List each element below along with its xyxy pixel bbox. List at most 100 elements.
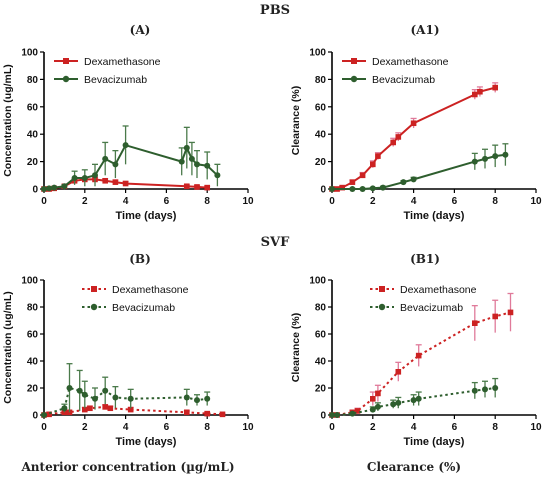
panel-b-series-bevacizumab-point [194, 397, 200, 404]
panel-a-x-tick-label: 0 [41, 196, 47, 207]
caption-anterior-concentration: Anterior concentration (µg/mL) [21, 460, 235, 474]
panel-b-x-axis-label: Time (days) [116, 436, 177, 448]
panel-b-x-tick-label: 4 [123, 422, 129, 433]
panel-a-series-bevacizumab-point [178, 158, 185, 165]
panel-b-series-dexamethasone-point [219, 411, 226, 418]
panel-b1-x-tick-label: 2 [370, 422, 376, 433]
panel-a1-x-tick-label: 6 [452, 196, 458, 207]
panel-a1-series-bevacizumab-line [332, 153, 506, 190]
panel-b-x-tick-label: 10 [242, 422, 254, 433]
panel-b1-y-tick-label: 60 [315, 330, 327, 341]
panel-b-series-dexamethasone-point [46, 411, 52, 418]
panel-b-series-bevacizumab-point [81, 391, 88, 398]
panel-a-series-bevacizumab-point [102, 155, 109, 162]
panel-a-y-tick-label: 60 [27, 102, 39, 113]
chart-panel-a: (A) 0 20 40 60 80 100 0 2 4 6 8 10 Time (days) Concent… [2, 23, 254, 222]
panel-a1-series-dexamethasone-point [472, 91, 478, 98]
panel-b-y-tick-label: 20 [27, 384, 39, 395]
panel-a1-series-dexamethasone-point [339, 184, 345, 191]
panel-b-y-tick-label: 60 [27, 330, 39, 341]
panel-a-series-dexamethasone-legend-label: Dexamethasone [84, 56, 161, 68]
panel-b-series-bevacizumab-point [127, 395, 134, 402]
panel-a-series-dexamethasone-point [204, 184, 210, 191]
panel-b-series-bevacizumab-line [43, 386, 208, 416]
panel-b-series-dexamethasone-point [82, 406, 88, 413]
panel-a1-series-bevacizumab-point [410, 176, 417, 183]
panel-a1-x-tick-label: 4 [411, 196, 417, 207]
panel-a1-y-axis-label: Clearance (%) [290, 86, 302, 155]
panel-a-series-bevacizumab-point [81, 175, 88, 182]
panel-a1-series-dexamethasone-point [375, 153, 381, 159]
panel-b-series-bevacizumab-point [61, 405, 68, 412]
panel-a1-series-bevacizumab-point [492, 153, 499, 160]
panel-b-series-bevacizumab-point [183, 394, 190, 401]
panel-b-series-bevacizumab-point [66, 385, 73, 391]
panel-b1-y-tick-label: 20 [315, 384, 327, 395]
panel-b1-y-tick-label: 0 [320, 411, 326, 422]
panel-a-series-dexamethasone-point [122, 180, 129, 187]
panel-a1-series-bevacizumab-point [369, 185, 376, 192]
panel-a1-x-tick-label: 0 [329, 196, 335, 207]
panel-b1-series-bevacizumab-point [395, 399, 402, 406]
panel-b1-y-tick-label: 40 [315, 357, 327, 368]
panel-b-series-bevacizumab-legend-marker [90, 303, 98, 311]
panel-b-series-dexamethasone-legend-label: Dexamethasone [112, 284, 189, 296]
chart-panel-b1: (B1) 0 20 40 60 80 100 0 2 4 6 8 10 Time (days) Cleara… [290, 252, 542, 448]
section-title-svf: SVF [261, 235, 290, 250]
panel-a1-y-tick-label: 60 [315, 102, 327, 113]
panel-a1-y-tick-label: 100 [309, 48, 326, 59]
panel-a-series-bevacizumab-point [194, 161, 200, 168]
panel-b-y-tick-label: 100 [21, 276, 38, 287]
panel-a-series-dexamethasone-point [184, 183, 190, 190]
panel-b1-series-bevacizumab-point [329, 412, 335, 418]
panel-a1-x-tick-label: 8 [492, 196, 498, 207]
panel-a1-series-dexamethasone-point [370, 161, 376, 168]
panel-a-series-dexamethasone-point [194, 184, 200, 190]
panel-b1-x-tick-label: 4 [411, 422, 417, 433]
panel-a-series-bevacizumab-point [71, 175, 78, 182]
panel-b1-x-tick-label: 8 [492, 422, 498, 433]
panel-a1-series-dexamethasone-legend-marker [351, 58, 357, 64]
panel-b-series-dexamethasone-point [107, 405, 114, 412]
panel-a1-series-bevacizumab-legend-label: Bevacizumab [372, 74, 435, 86]
panel-a1-y-tick-label: 80 [315, 75, 327, 86]
panel-a1-series-bevacizumab-legend-marker [350, 75, 358, 83]
panel-b-y-tick-label: 40 [27, 357, 39, 368]
panel-a-x-axis-label: Time (days) [116, 210, 177, 222]
panel-a1-x-axis-label: Time (days) [404, 210, 465, 222]
panel-b-series-bevacizumab-point [92, 395, 98, 402]
panel-a1-series-dexamethasone-point [410, 120, 417, 127]
panel-a1-series-bevacizumab-point [502, 151, 509, 158]
panel-a1-series-bevacizumab-point [359, 186, 366, 192]
panel-a-series-bevacizumab-point [183, 144, 190, 151]
panel-b1-series-bevacizumab-point [334, 412, 341, 418]
panel-b1-series-bevacizumab-point [374, 403, 381, 410]
panel-a-series-bevacizumab-point [92, 172, 98, 179]
panel-a-series-bevacizumab-legend-label: Bevacizumab [84, 74, 147, 86]
panel-b1-series-dexamethasone-point [370, 396, 376, 402]
panel-b1-series-bevacizumab-point [415, 395, 422, 402]
panel-a-series-dexamethasone-point [112, 179, 119, 185]
panel-b1-series-bevacizumab-point [390, 401, 397, 408]
panel-a1-x-tick-label: 10 [530, 196, 542, 207]
panel-b1-series-dexamethasone-point [415, 352, 422, 359]
panel-b1-series-bevacizumab-point [482, 386, 488, 393]
panel-a-series-bevacizumab-point [214, 172, 221, 179]
panel-a-series-bevacizumab-point [51, 184, 58, 191]
panel-b-series-bevacizumab-point [41, 412, 47, 418]
panel-b-series-dexamethasone-legend-marker [91, 286, 97, 292]
panel-b-series-bevacizumab-point [102, 387, 109, 394]
panel-b1-series-dexamethasone-point [354, 408, 361, 414]
panel-a1-series-dexamethasone-point [492, 84, 498, 91]
panel-b1-series-dexamethasone-point [375, 390, 381, 397]
panel-b1-series-bevacizumab-point [492, 385, 499, 391]
panel-b-series-dexamethasone-point [184, 409, 190, 416]
panel-a-series-dexamethasone-point [102, 177, 108, 184]
panel-b1-x-tick-label: 0 [329, 422, 335, 433]
panel-b1-series-bevacizumab-legend-marker [378, 303, 386, 311]
section-title-pbs: PBS [260, 3, 290, 18]
panel-b1-series-dexamethasone-point [395, 369, 402, 375]
panel-a1-series-bevacizumab-point [471, 158, 478, 165]
panel-a-y-tick-label: 100 [21, 48, 38, 59]
panel-a1-y-tick-label: 20 [315, 157, 327, 168]
